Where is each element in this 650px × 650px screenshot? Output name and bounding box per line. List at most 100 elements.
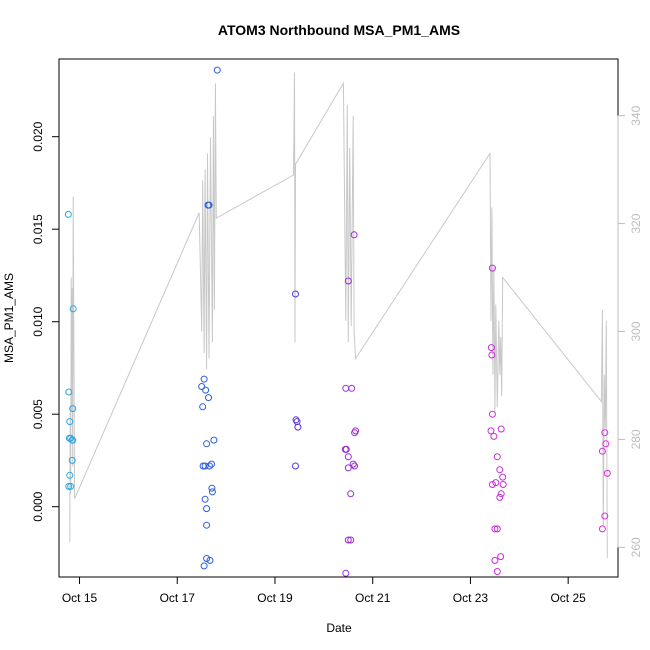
- x-tick-label: Oct 19: [257, 591, 293, 605]
- data-point: [602, 440, 610, 448]
- data-point: [64, 210, 72, 218]
- data-point: [342, 569, 350, 577]
- y2-tick-label: 340: [629, 105, 643, 125]
- series-flight-4: [341, 231, 360, 577]
- plot-frame: [58, 58, 619, 578]
- data-point: [488, 410, 496, 418]
- secondary-line-layer: [69, 72, 608, 559]
- data-point: [348, 384, 356, 392]
- data-point: [350, 231, 358, 239]
- data-point: [69, 405, 77, 413]
- data-point: [342, 384, 350, 392]
- data-point: [65, 388, 73, 396]
- data-point: [292, 462, 299, 470]
- data-point: [496, 493, 504, 501]
- points-layer: [64, 66, 611, 577]
- y2-tick-label: 260: [629, 537, 643, 557]
- data-point: [497, 490, 505, 498]
- data-point: [67, 482, 75, 490]
- data-point: [66, 471, 74, 479]
- data-point: [497, 553, 505, 561]
- data-point: [493, 568, 501, 575]
- data-point: [490, 432, 498, 440]
- y-axis-label: MSA_PM1_AMS: [2, 273, 16, 363]
- axes-layer: Oct 15 Oct 17 Oct 19 Oct 21 Oct 23 Oct 25 0.00…: [31, 105, 643, 605]
- data-point: [488, 264, 496, 272]
- y-tick-label: 0.015: [31, 214, 45, 244]
- data-point: [69, 305, 77, 313]
- data-point: [208, 460, 215, 468]
- data-point: [203, 440, 211, 448]
- data-point: [66, 418, 74, 426]
- y2-tick-label: 320: [629, 213, 643, 233]
- series-flight-2: [198, 66, 221, 570]
- y-tick-label: 0.005: [31, 399, 45, 429]
- data-point: [292, 290, 299, 298]
- data-point: [198, 383, 206, 390]
- data-point: [491, 525, 499, 533]
- data-point: [493, 525, 501, 533]
- y2-tick-label: 280: [629, 429, 643, 449]
- data-point: [487, 344, 495, 352]
- data-point: [67, 434, 75, 442]
- x-tick-label: Oct 23: [453, 591, 489, 605]
- data-point: [203, 521, 211, 529]
- data-point: [491, 556, 499, 564]
- data-point: [202, 386, 210, 394]
- data-point: [200, 562, 208, 570]
- data-point: [206, 556, 214, 564]
- x-tick-label: Oct 15: [62, 591, 98, 605]
- data-point: [351, 462, 359, 470]
- data-point: [601, 512, 609, 520]
- data-point: [499, 473, 507, 481]
- data-point: [342, 445, 350, 453]
- data-point: [208, 488, 216, 496]
- series-flight-5: [487, 264, 507, 575]
- data-point: [488, 481, 496, 488]
- data-point: [65, 482, 73, 490]
- data-point: [199, 403, 207, 411]
- x-axis-label: Date: [326, 621, 352, 635]
- data-point: [347, 490, 355, 498]
- data-point: [492, 479, 500, 487]
- data-point: [487, 427, 495, 435]
- secondary-axis-line: [69, 72, 608, 559]
- data-point: [344, 536, 352, 544]
- y-tick-label: 0.020: [31, 121, 45, 151]
- series-flight-3: [292, 290, 302, 470]
- data-point: [344, 464, 352, 472]
- data-point: [598, 525, 606, 533]
- data-point: [493, 453, 501, 461]
- data-point: [205, 201, 213, 209]
- data-point: [347, 536, 355, 544]
- data-point: [603, 469, 611, 477]
- data-point: [344, 453, 352, 461]
- data-point: [206, 462, 213, 470]
- y2-tick-label: 300: [629, 321, 643, 341]
- data-point: [203, 555, 211, 562]
- data-point: [68, 456, 76, 464]
- data-point: [69, 436, 77, 444]
- y-tick-label: 0.010: [31, 306, 45, 336]
- data-point: [351, 429, 359, 437]
- data-point: [349, 460, 357, 468]
- x-tick-label: Oct 25: [550, 591, 586, 605]
- data-point: [294, 423, 302, 431]
- data-point: [598, 447, 606, 455]
- data-point: [201, 495, 209, 503]
- x-tick-label: Oct 21: [355, 591, 391, 605]
- chart-title: ATOM3 Northbound MSA_PM1_AMS: [218, 22, 460, 38]
- data-point: [205, 394, 212, 402]
- x-tick-label: Oct 17: [160, 591, 196, 605]
- series-flight-6: [598, 429, 611, 533]
- data-point: [208, 484, 216, 492]
- data-point: [200, 375, 208, 383]
- data-point: [210, 436, 218, 444]
- data-point: [293, 418, 301, 426]
- y-tick-label: 0.000: [31, 491, 45, 521]
- data-point: [497, 425, 505, 433]
- data-point: [499, 481, 507, 488]
- data-point: [203, 505, 211, 513]
